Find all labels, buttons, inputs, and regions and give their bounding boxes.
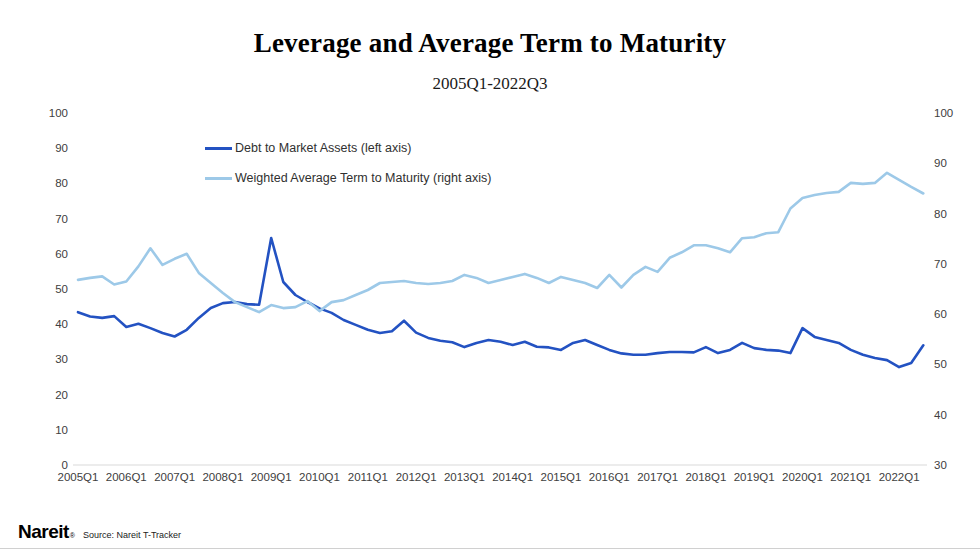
svg-text:70: 70	[934, 258, 947, 270]
svg-text:10: 10	[55, 424, 68, 436]
svg-text:90: 90	[55, 142, 68, 154]
svg-text:90: 90	[934, 157, 947, 169]
svg-text:2007Q1: 2007Q1	[154, 471, 195, 483]
svg-text:0: 0	[62, 459, 68, 471]
svg-text:40: 40	[934, 409, 947, 421]
svg-text:40: 40	[55, 318, 68, 330]
svg-text:2010Q1: 2010Q1	[299, 471, 340, 483]
svg-text:30: 30	[55, 353, 68, 365]
svg-text:60: 60	[934, 308, 947, 320]
svg-text:60: 60	[55, 248, 68, 260]
svg-text:2008Q1: 2008Q1	[202, 471, 243, 483]
legend: Debt to Market Assets (left axis) Weight…	[205, 139, 491, 199]
chart-frame: Leverage and Average Term to Maturity 20…	[0, 0, 980, 551]
svg-text:100: 100	[934, 107, 953, 119]
svg-text:80: 80	[55, 177, 68, 189]
legend-item-maturity: Weighted Average Term to Maturity (right…	[205, 169, 491, 187]
svg-text:50: 50	[55, 283, 68, 295]
svg-text:2014Q1: 2014Q1	[492, 471, 533, 483]
svg-text:2019Q1: 2019Q1	[734, 471, 775, 483]
legend-line-icon	[205, 177, 232, 180]
svg-text:2015Q1: 2015Q1	[541, 471, 582, 483]
svg-text:2013Q1: 2013Q1	[444, 471, 485, 483]
chart-canvas: 0 10 20 30 40 50 60 70 80 90 100 30 40 50 60 70 80 90 100 2…	[0, 0, 980, 551]
svg-text:2017Q1: 2017Q1	[637, 471, 678, 483]
svg-text:100: 100	[49, 107, 68, 119]
svg-text:30: 30	[934, 459, 947, 471]
svg-text:2012Q1: 2012Q1	[396, 471, 437, 483]
svg-text:70: 70	[55, 213, 68, 225]
svg-text:2018Q1: 2018Q1	[685, 471, 726, 483]
svg-text:2011Q1: 2011Q1	[348, 471, 388, 483]
svg-text:80: 80	[934, 208, 947, 220]
legend-line-icon	[205, 147, 232, 150]
legend-item-debt: Debt to Market Assets (left axis)	[205, 139, 491, 157]
svg-text:2005Q1: 2005Q1	[58, 471, 99, 483]
svg-text:2006Q1: 2006Q1	[106, 471, 147, 483]
svg-text:2016Q1: 2016Q1	[589, 471, 630, 483]
svg-text:2021Q1: 2021Q1	[830, 471, 871, 483]
svg-text:2009Q1: 2009Q1	[251, 471, 292, 483]
svg-text:20: 20	[55, 389, 68, 401]
svg-text:50: 50	[934, 358, 947, 370]
svg-text:2020Q1: 2020Q1	[782, 471, 823, 483]
legend-label: Weighted Average Term to Maturity (right…	[235, 171, 491, 185]
svg-text:2022Q1: 2022Q1	[879, 471, 920, 483]
legend-label: Debt to Market Assets (left axis)	[235, 141, 411, 155]
